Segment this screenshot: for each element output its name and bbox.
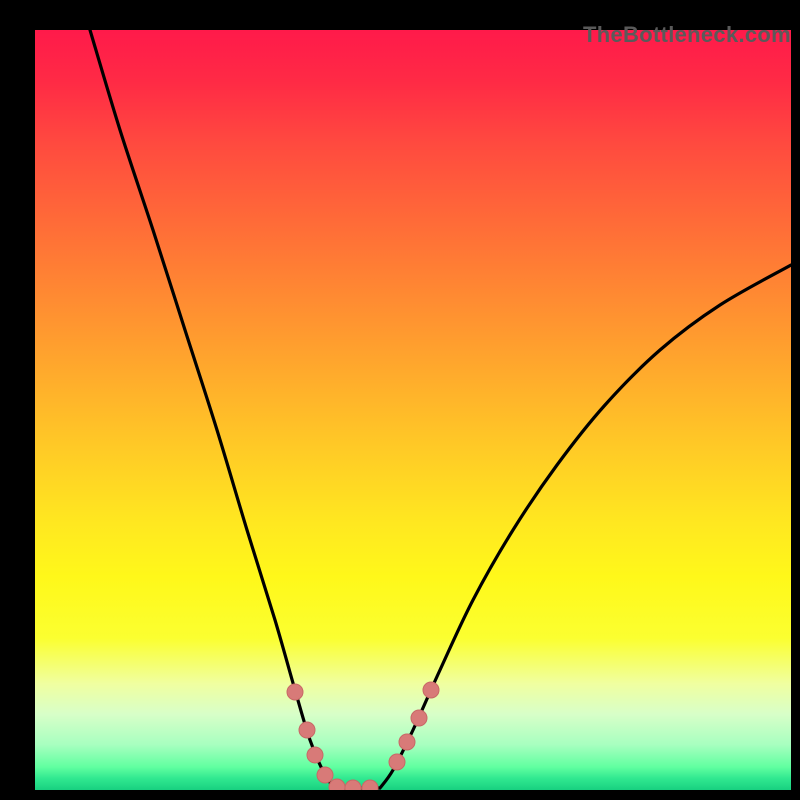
data-marker [307,747,323,763]
watermark-text: TheBottleneck.com [583,22,791,48]
bottleneck-curve [90,30,791,788]
plot-area [35,30,791,790]
data-marker [399,734,415,750]
data-marker [423,682,439,698]
data-marker [317,767,333,783]
data-marker [299,722,315,738]
data-marker [389,754,405,770]
data-marker [345,780,361,790]
data-markers [287,682,439,790]
data-marker [287,684,303,700]
data-marker [362,780,378,790]
data-marker [329,779,345,790]
chart-container: TheBottleneck.com [0,0,800,800]
curve-layer [35,30,791,790]
data-marker [411,710,427,726]
